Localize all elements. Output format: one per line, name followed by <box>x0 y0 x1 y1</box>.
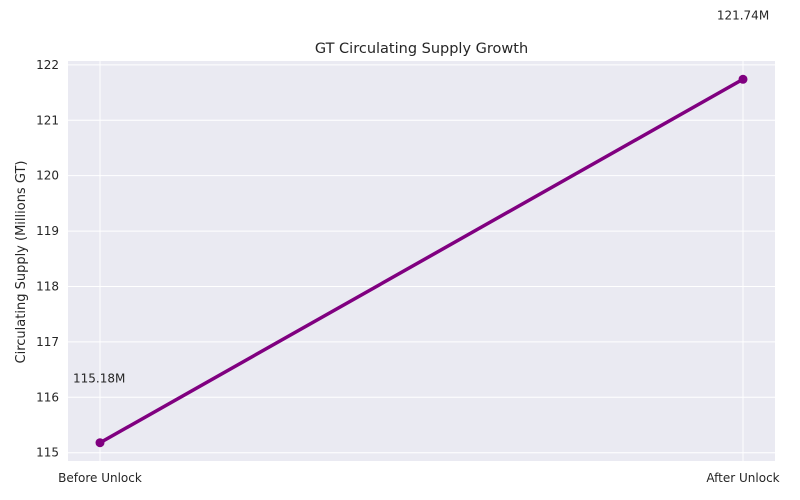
x-gridlines <box>99 61 744 461</box>
y-tick-label: 122 <box>36 58 59 72</box>
series-line <box>98 77 745 445</box>
y-tick-label: 118 <box>36 279 59 293</box>
data-labels: 115.18M 121.74M <box>73 8 769 385</box>
series-layer <box>95 74 748 448</box>
x-tick-label: After Unlock <box>706 471 779 485</box>
x-tick-labels: Before Unlock After Unlock <box>58 471 780 485</box>
y-tick-label: 119 <box>36 224 59 238</box>
y-tick-label: 116 <box>36 390 59 404</box>
data-point <box>738 74 748 84</box>
data-label: 121.74M <box>717 8 769 22</box>
y-tick-labels: 115 116 117 118 119 120 121 122 <box>36 58 59 460</box>
data-label: 115.18M <box>73 372 125 386</box>
data-point <box>95 438 105 448</box>
x-tick-label: Before Unlock <box>58 471 142 485</box>
y-tick-label: 120 <box>36 169 59 183</box>
y-gridlines <box>68 64 775 454</box>
y-tick-label: 117 <box>36 335 59 349</box>
chart-title: GT Circulating Supply Growth <box>315 41 528 57</box>
y-tick-label: 121 <box>36 113 59 127</box>
y-tick-label: 115 <box>36 446 59 460</box>
y-axis-label: Circulating Supply (Millions GT) <box>14 161 29 364</box>
